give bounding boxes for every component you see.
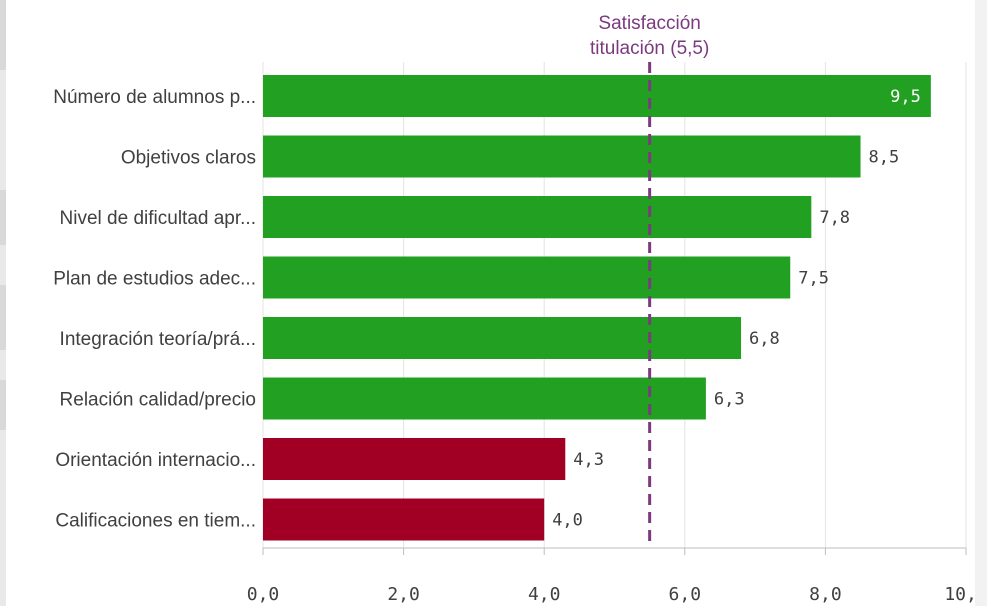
bar-value-label: 4,0 xyxy=(552,511,583,531)
x-tick-label: 8,0 xyxy=(809,584,842,605)
bar-value-label: 7,5 xyxy=(798,269,829,289)
x-tick-label: 6,0 xyxy=(669,584,702,605)
bars-layer: 9,5 8,5 7,8 7,5 6,8 6,3 4,3 4,0 xyxy=(263,75,931,541)
bar-value-label: 8,5 xyxy=(869,148,900,168)
bar-value-label: 6,8 xyxy=(749,329,780,349)
left-panel-strip xyxy=(0,0,6,606)
bar[interactable] xyxy=(263,135,861,178)
bar[interactable] xyxy=(263,498,545,541)
category-labels: Número de alumnos p... Objetivos claros Ni… xyxy=(53,87,256,532)
x-tick-label: 4,0 xyxy=(528,584,561,605)
left-panel-segment xyxy=(0,380,6,430)
category-label: Orientación internacio... xyxy=(55,450,256,471)
category-label: Nivel de dificultad apr... xyxy=(60,208,256,229)
left-panel-segment xyxy=(0,190,6,245)
bar[interactable] xyxy=(263,256,791,299)
category-label: Objetivos claros xyxy=(121,148,256,169)
bar[interactable] xyxy=(263,438,566,480)
bar-value-label: 9,5 xyxy=(890,87,921,107)
reference-line-label: Satisfacción xyxy=(598,13,700,34)
bar[interactable] xyxy=(263,196,812,238)
bar-value-label: 4,3 xyxy=(573,450,604,470)
x-tick-label: 0,0 xyxy=(247,584,280,605)
left-panel-segment xyxy=(0,285,6,350)
left-panel-segment xyxy=(0,0,6,70)
x-tick-label: 2,0 xyxy=(387,584,420,605)
bar[interactable] xyxy=(263,377,706,420)
category-label: Plan de estudios adec... xyxy=(53,269,256,290)
bar-value-label: 7,8 xyxy=(819,208,850,228)
right-panel-strip xyxy=(975,0,987,606)
x-tick-label: 10,0 xyxy=(944,584,975,605)
category-label: Relación calidad/precio xyxy=(60,390,256,411)
category-label: Integración teoría/prá... xyxy=(60,329,256,350)
category-label: Calificaciones en tiem... xyxy=(55,511,256,532)
bar-value-label: 6,3 xyxy=(714,390,745,410)
reference-line-layer: Satisfacción titulación (5,5) xyxy=(590,13,709,548)
category-label: Número de alumnos p... xyxy=(53,87,256,108)
x-axis-ticks: 0,0 2,0 4,0 6,0 8,0 10,0 xyxy=(247,548,975,605)
reference-line-label: titulación (5,5) xyxy=(590,38,709,59)
bar[interactable] xyxy=(263,75,931,117)
bar[interactable] xyxy=(263,317,742,359)
